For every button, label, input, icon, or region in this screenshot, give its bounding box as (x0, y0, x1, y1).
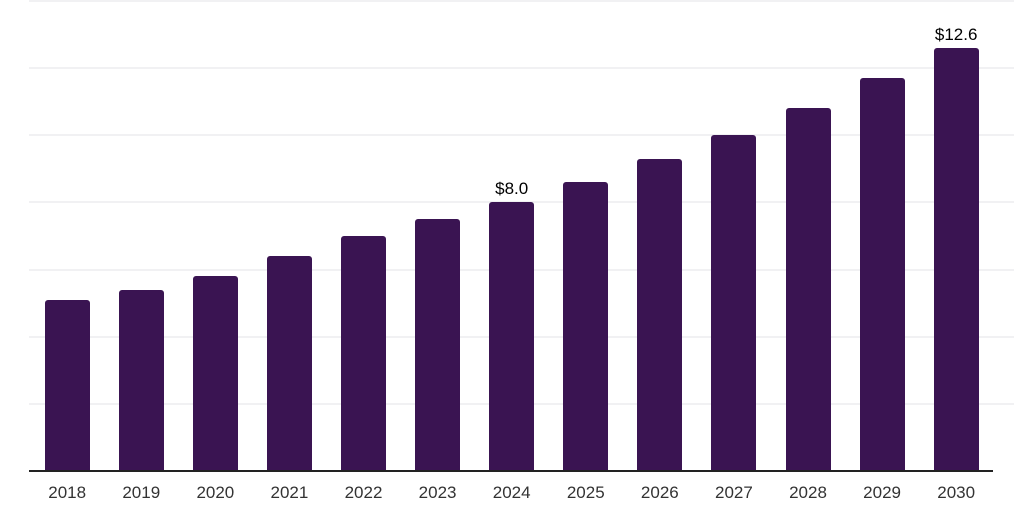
x-tick-label-2019: 2019 (122, 483, 161, 502)
bar-2021 (266, 256, 312, 471)
gridline-12 (29, 67, 1014, 70)
bar-2023 (415, 219, 461, 471)
bar-2030 (933, 48, 979, 471)
x-axis-line (29, 470, 993, 472)
bar-2022 (341, 236, 387, 471)
bar-2029 (859, 78, 905, 471)
bar-2026 (637, 158, 683, 471)
x-tick-label-2022: 2022 (344, 483, 383, 502)
x-tick-label-2023: 2023 (418, 483, 457, 502)
x-tick-label-2024: 2024 (492, 483, 531, 502)
bar-2018 (44, 299, 90, 471)
x-tick-label-2025: 2025 (566, 483, 605, 502)
x-tick-label-2028: 2028 (789, 483, 827, 502)
bar-2028 (785, 108, 831, 471)
bar-2027 (711, 135, 757, 471)
x-tick-label-2027: 2027 (714, 483, 753, 502)
x-tick-label-2029: 2029 (863, 483, 901, 502)
bar-2020 (192, 276, 238, 471)
gridline-10 (29, 134, 1014, 137)
x-tick-label-2020: 2020 (196, 483, 235, 502)
bar-2024 (489, 202, 535, 471)
bar-value-label-2024: $8.0 (495, 179, 529, 199)
x-tick-label-2030: 2030 (937, 483, 976, 502)
bar-2019 (118, 289, 164, 471)
bar-2025 (563, 182, 609, 471)
bar-value-label-2030: $12.6 (934, 25, 978, 44)
x-tick-label-2026: 2026 (640, 483, 679, 502)
x-tick-label-2021: 2021 (270, 483, 309, 502)
gridline-14 (29, 0, 1014, 2)
x-tick-label-2018: 2018 (48, 483, 87, 502)
